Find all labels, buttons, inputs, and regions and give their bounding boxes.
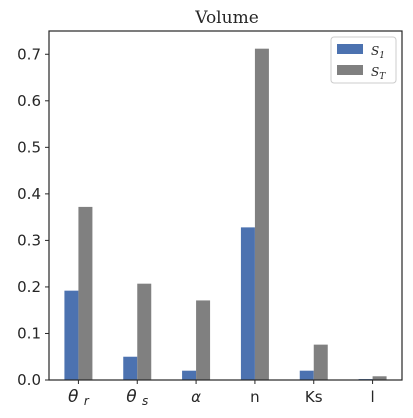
bar-S1-4 bbox=[299, 370, 314, 380]
axes-frame bbox=[48, 30, 403, 381]
bar-S1-0 bbox=[64, 290, 79, 380]
legend-label-S1: S1 bbox=[371, 44, 385, 61]
y-tick-label: 0.6 bbox=[17, 92, 41, 110]
chart-title: Volume bbox=[194, 8, 259, 28]
bar-ST-0 bbox=[78, 206, 93, 380]
x-tick-label: θ s bbox=[126, 387, 148, 408]
legend-swatch-ST bbox=[337, 65, 363, 75]
bar-ST-2 bbox=[196, 300, 211, 380]
bar-ST-4 bbox=[313, 344, 328, 380]
bar-ST-1 bbox=[137, 283, 152, 380]
y-tick-label: 0.1 bbox=[17, 324, 41, 342]
y-tick-label: 0.7 bbox=[17, 45, 41, 63]
legend-box bbox=[330, 36, 397, 84]
bar-ST-5 bbox=[372, 376, 387, 380]
x-tick-label: α bbox=[191, 388, 201, 406]
bar-S1-2 bbox=[182, 370, 197, 380]
legend-label-ST: ST bbox=[371, 65, 386, 82]
bar-S1-1 bbox=[123, 356, 138, 380]
y-tick-label: 0.0 bbox=[17, 371, 41, 389]
y-tick-label: 0.2 bbox=[17, 278, 41, 296]
y-tick-label: 0.5 bbox=[17, 138, 41, 156]
legend-swatch-S1 bbox=[337, 44, 363, 54]
x-tick-label: l bbox=[370, 388, 374, 406]
x-tick-label: Ks bbox=[305, 388, 323, 406]
bar-ST-3 bbox=[254, 48, 269, 381]
x-tick-label: n bbox=[250, 388, 260, 406]
x-tick-label: θ r bbox=[68, 387, 90, 408]
y-tick-label: 0.4 bbox=[17, 185, 41, 203]
y-tick-label: 0.3 bbox=[17, 231, 41, 249]
plot-area: 0.0 0.1 0.2 0.3 0.4 0.5 0.6 0.7 θ r θ s α n Ks l bbox=[17, 30, 403, 408]
bar-S1-3 bbox=[240, 227, 255, 380]
legend: S1 ST bbox=[330, 36, 397, 84]
